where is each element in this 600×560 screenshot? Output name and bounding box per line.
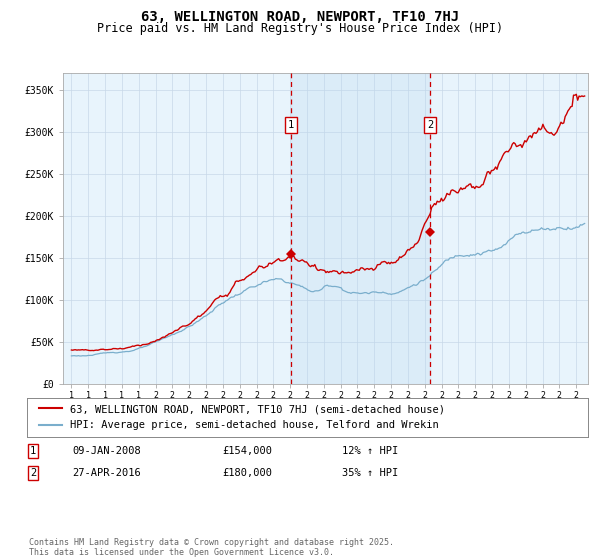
- Text: 35% ↑ HPI: 35% ↑ HPI: [342, 468, 398, 478]
- Text: 1: 1: [30, 446, 36, 456]
- Text: Contains HM Land Registry data © Crown copyright and database right 2025.
This d: Contains HM Land Registry data © Crown c…: [29, 538, 394, 557]
- Text: 1: 1: [288, 120, 294, 130]
- Text: 09-JAN-2008: 09-JAN-2008: [72, 446, 141, 456]
- Text: £180,000: £180,000: [222, 468, 272, 478]
- Bar: [291, 73, 430, 384]
- Text: 2: 2: [30, 468, 36, 478]
- Text: 27-APR-2016: 27-APR-2016: [72, 468, 141, 478]
- Text: 12% ↑ HPI: 12% ↑ HPI: [342, 446, 398, 456]
- Text: 63, WELLINGTON ROAD, NEWPORT, TF10 7HJ: 63, WELLINGTON ROAD, NEWPORT, TF10 7HJ: [141, 10, 459, 24]
- Text: 2: 2: [427, 120, 433, 130]
- Text: £154,000: £154,000: [222, 446, 272, 456]
- Legend: 63, WELLINGTON ROAD, NEWPORT, TF10 7HJ (semi-detached house), HPI: Average price: 63, WELLINGTON ROAD, NEWPORT, TF10 7HJ (…: [35, 400, 449, 435]
- Text: Price paid vs. HM Land Registry's House Price Index (HPI): Price paid vs. HM Land Registry's House …: [97, 22, 503, 35]
